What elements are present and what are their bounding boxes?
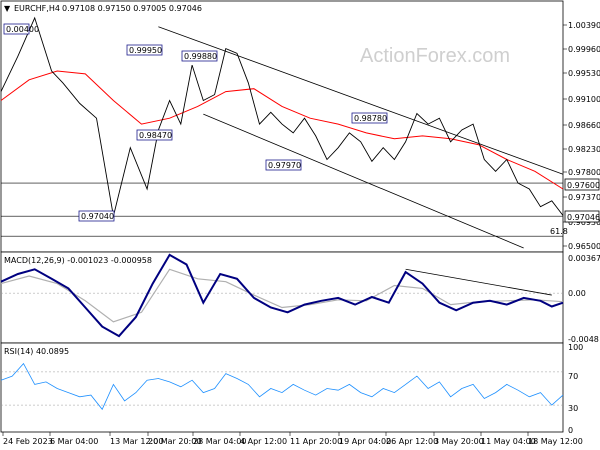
y-tick-label: 0.98660 [568, 121, 600, 130]
channel-line [203, 113, 524, 249]
y-tick-label: 0.99960 [568, 45, 600, 54]
y-tick-label: 0.96930 [568, 218, 600, 227]
rsi-tick-label: 0 [568, 426, 573, 435]
moving-average-line [0, 70, 564, 190]
y-tick-label: 0.97370 [568, 193, 600, 202]
price-line [0, 16, 564, 217]
macd-tick-label: -0.0048 [568, 335, 599, 344]
annotation-label: 0.97040 [81, 212, 114, 221]
y-tick-label: 0.98230 [568, 145, 600, 154]
x-tick-label: 3 May 20:00 [434, 437, 484, 446]
y-tick-label: 1.00390 [568, 21, 600, 30]
x-tick-label: 13 Mar 12:00 [110, 437, 163, 446]
rsi-tick-label: 30 [568, 404, 578, 413]
annotation-label: 0.98470 [139, 131, 172, 140]
x-tick-label: 26 Apr 12:00 [386, 437, 438, 446]
macd-tick-label: 0.003679 [568, 254, 600, 263]
annotation-box [136, 129, 173, 141]
rsi-tick-label: 70 [568, 372, 578, 381]
price-tag-label: 0.97600 [567, 181, 600, 190]
x-tick-label: 24 Feb 2023 [3, 437, 53, 446]
x-tick-label: 11 Apr 20:00 [290, 437, 342, 446]
watermark: ActionForex.com [360, 45, 510, 67]
rsi-tick-label: 100 [568, 343, 583, 352]
x-tick-label: 4 Apr 12:00 [240, 437, 287, 446]
annotation-label: 0.99880 [184, 52, 217, 61]
y-tick-label: 0.96500 [568, 242, 600, 251]
annotation-box [78, 210, 115, 222]
annotation-box [126, 44, 163, 56]
y-tick-label: 0.97800 [568, 168, 600, 177]
price-tag-box [564, 178, 600, 191]
annotation-box [3, 23, 30, 35]
rsi-panel [0, 342, 564, 433]
annotation-box [265, 159, 302, 171]
annotation-label: 0.99950 [129, 46, 162, 55]
annotation-box [181, 50, 218, 62]
x-tick-label: 19 Apr 04:00 [339, 437, 391, 446]
macd-trend-line [405, 268, 552, 296]
annotation-label: 0.98780 [354, 114, 387, 123]
y-tick-label: 0.99100 [568, 95, 600, 104]
macd-line [0, 253, 564, 338]
fib-label: 61.8 [550, 227, 568, 236]
macd-panel [0, 251, 564, 344]
macd-signal-line [0, 268, 564, 323]
x-tick-label: 18 May 12:00 [528, 437, 583, 446]
price-tag-box [564, 210, 600, 223]
x-tick-label: 6 Mar 04:00 [50, 437, 98, 446]
channel-line [158, 26, 564, 175]
rsi-title: RSI(14) 40.0895 [4, 347, 69, 356]
macd-tick-label: 0.00 [568, 289, 586, 298]
annotation-label: 0.97970 [268, 161, 301, 170]
header-arrow-icon: ▼ [4, 4, 11, 13]
annotation-box [351, 112, 388, 124]
x-tick-label: 28 Mar 04:00 [193, 437, 246, 446]
y-tick-label: 0.99530 [568, 69, 600, 78]
annotation-label: 0.00400 [6, 25, 39, 34]
chart-ohlc: 0.97108 0.97150 0.97005 0.97046 [62, 4, 202, 13]
x-tick-label: 20 Mar 20:00 [148, 437, 201, 446]
macd-title: MACD(12,26,9) -0.001023 -0.000958 [4, 256, 152, 265]
x-tick-label: 11 May 04:00 [481, 437, 536, 446]
chart-symbol: EURCHF,H4 [14, 4, 60, 13]
rsi-line [0, 362, 564, 411]
price-tag-label: 0.97046 [567, 213, 600, 222]
